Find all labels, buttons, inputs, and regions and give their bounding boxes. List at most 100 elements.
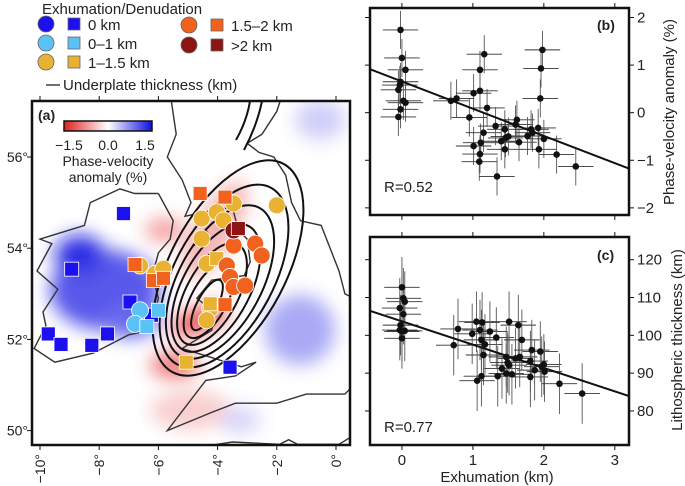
lat-tick-label: 54° <box>7 240 28 256</box>
underplate-contour <box>158 183 290 369</box>
data-point <box>539 46 546 54</box>
exhumation-square-marker <box>116 206 131 221</box>
legend-title: Exhumation/Denudation <box>42 1 202 18</box>
lon-tick-label: 0° <box>328 454 344 467</box>
data-point <box>505 318 513 326</box>
data-point <box>480 129 487 136</box>
x-tick-label: 3 <box>611 452 619 469</box>
data-point <box>397 106 404 113</box>
data-point <box>470 89 477 97</box>
panel-label-b: (b) <box>597 17 615 33</box>
x-tick-label: 2 <box>540 452 548 469</box>
lat-tick-label: 50° <box>7 423 28 439</box>
exhumation-square-marker <box>222 359 238 375</box>
exhumation-square-marker <box>192 186 208 201</box>
data-point <box>478 372 485 380</box>
legend-class-label: >2 km <box>231 38 272 55</box>
data-point <box>501 126 509 133</box>
data-point <box>494 372 502 380</box>
map-panel-a: −10° −8° −6° −4° −2° 0° 56° 54° 52° 50° (a) −1.5 … <box>7 96 352 483</box>
data-point <box>534 124 542 132</box>
legend-class-label: 0 km <box>88 17 121 34</box>
data-point <box>402 66 409 74</box>
panel-label-a: (a) <box>38 107 55 123</box>
correlation-annotation-b: R=0.52 <box>384 179 433 196</box>
lat-tick-label: 52° <box>7 331 28 347</box>
data-point <box>502 353 510 361</box>
exhumation-square-marker <box>40 326 56 342</box>
data-point <box>493 173 501 180</box>
legend-square-swatch <box>67 36 81 50</box>
data-point <box>476 150 484 158</box>
data-point <box>396 304 404 312</box>
exhumation-square-marker <box>230 221 246 236</box>
exhumation-square-marker <box>100 326 115 342</box>
data-point <box>529 129 536 136</box>
data-point <box>480 351 487 359</box>
data-point <box>518 336 526 344</box>
data-point <box>454 325 462 333</box>
legend-circle-swatch <box>37 34 55 52</box>
data-point <box>468 330 476 338</box>
data-point <box>528 346 536 354</box>
y-tick-label: 110 <box>637 290 661 307</box>
legend-circle-swatch <box>37 15 55 33</box>
exhumation-circle-marker <box>267 196 286 215</box>
exhumation-circle-marker <box>224 236 243 255</box>
legend-class-label: 1–1.5 km <box>88 55 150 72</box>
exhumation-circle-marker <box>252 246 271 265</box>
exhumation-square-marker <box>64 261 80 277</box>
data-point <box>553 151 560 158</box>
legend: Exhumation/Denudation 0 km 0–1 km 1–1.5 km… <box>37 1 293 94</box>
underplate-contour <box>170 223 262 353</box>
lon-tick-label: −2° <box>269 454 285 476</box>
x-axis-label: Exhumation (km) <box>440 469 553 486</box>
data-point <box>476 66 484 74</box>
exhumation-square-marker <box>217 297 233 313</box>
data-point <box>478 319 486 326</box>
data-point <box>397 26 404 34</box>
scatter-panel-b: −2 −1 0 1 2 (b) R=0.52 Phase-velocity anomal… <box>365 3 678 220</box>
legend-class-label: 1.5–2 km <box>231 18 293 35</box>
data-point <box>476 326 484 334</box>
data-point <box>397 321 404 329</box>
panel-b-frame <box>368 6 631 217</box>
data-point <box>401 298 409 305</box>
exhumation-circle-marker <box>197 311 216 330</box>
panel-label-c: (c) <box>597 247 614 263</box>
data-point <box>447 97 455 105</box>
data-point <box>402 99 409 106</box>
data-point <box>483 104 491 112</box>
x-tick-label: 0 <box>398 452 406 469</box>
data-point <box>493 334 500 341</box>
data-point <box>512 355 519 362</box>
data-point <box>396 326 404 334</box>
legend-circle-swatch <box>37 53 55 71</box>
regression-line <box>370 309 629 397</box>
x-tick-label: 1 <box>469 452 477 469</box>
colorbar-tick: 0.0 <box>98 137 118 153</box>
lon-tick-label: −10° <box>32 454 48 483</box>
data-point <box>476 87 484 95</box>
y-axis-label-c: Lithospheric thickness (km) <box>669 249 685 431</box>
colorbar-tick: −1.5 <box>55 137 83 153</box>
underplate-contour <box>243 101 263 151</box>
panel-c-frame <box>368 235 631 447</box>
legend-circle-swatch <box>180 16 198 34</box>
correlation-annotation-c: R=0.77 <box>384 419 433 436</box>
y-tick-label: 100 <box>637 327 662 344</box>
data-point <box>453 95 460 102</box>
data-point <box>481 341 489 348</box>
exhumation-circle-marker <box>192 229 211 248</box>
y-tick-label: −1 <box>637 152 654 169</box>
data-point <box>395 113 402 121</box>
data-point <box>478 336 485 344</box>
legend-square-swatch <box>210 38 224 52</box>
legend-circle-swatch <box>180 36 198 54</box>
exhumation-circle-marker <box>192 209 211 228</box>
data-point <box>398 283 406 291</box>
colorbar: −1.5 0.0 1.5 Phase-velocity anomaly (%) <box>55 120 155 185</box>
data-point <box>473 318 480 326</box>
data-point <box>572 163 580 170</box>
